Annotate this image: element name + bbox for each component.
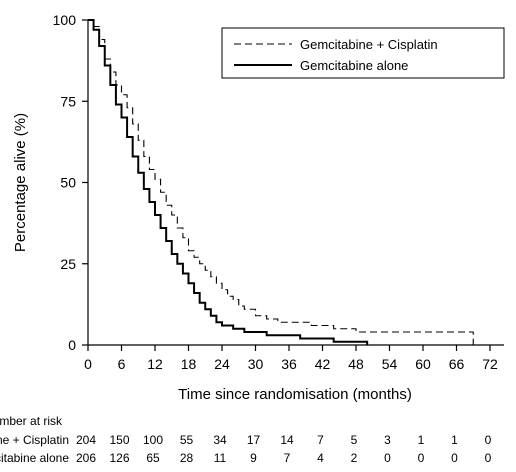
risk-value: 2 <box>351 451 358 465</box>
y-tick-label: 75 <box>60 93 76 109</box>
x-tick-label: 54 <box>382 356 398 372</box>
risk-value: 1 <box>418 433 425 447</box>
risk-row-label: Gemcitabine + Cisplatin <box>0 433 69 447</box>
x-tick-label: 42 <box>315 356 331 372</box>
y-axis-title: Percentage alive (%) <box>12 113 29 252</box>
risk-value: 28 <box>180 451 194 465</box>
risk-value: 206 <box>76 451 96 465</box>
risk-value: 7 <box>284 451 291 465</box>
risk-value: 14 <box>280 433 294 447</box>
risk-value: 3 <box>384 433 391 447</box>
risk-value: 55 <box>180 433 194 447</box>
series-line-gemcitabine-cisplatin <box>88 19 474 345</box>
x-axis-title: Time since randomisation (months) <box>178 386 412 403</box>
y-tick-label: 25 <box>60 256 76 272</box>
x-tick-label: 48 <box>348 356 364 372</box>
legend-box <box>221 27 505 79</box>
x-tick-label: 18 <box>181 356 197 372</box>
x-tick-label: 66 <box>449 356 465 372</box>
risk-row-label: Gemcitabine alone <box>0 451 69 465</box>
y-tick-label: 100 <box>53 12 77 28</box>
risk-value: 0 <box>384 451 391 465</box>
risk-value: 65 <box>146 451 160 465</box>
legend-label: Gemcitabine alone <box>300 58 408 73</box>
risk-value: 34 <box>213 433 227 447</box>
risk-value: 11 <box>214 451 227 465</box>
risk-value: 9 <box>250 451 257 465</box>
risk-value: 0 <box>418 451 425 465</box>
risk-value: 150 <box>109 433 129 447</box>
risk-value: 126 <box>109 451 129 465</box>
x-tick-label: 24 <box>214 356 230 372</box>
risk-value: 0 <box>485 451 492 465</box>
risk-value: 7 <box>317 433 324 447</box>
y-tick-label: 0 <box>68 337 76 353</box>
risk-value: 4 <box>317 451 324 465</box>
risk-value: 204 <box>76 433 96 447</box>
x-tick-label: 36 <box>281 356 297 372</box>
risk-value: 5 <box>351 433 358 447</box>
x-tick-label: 6 <box>118 356 126 372</box>
series-line-gemcitabine-alone <box>88 19 369 345</box>
x-tick-label: 72 <box>482 356 498 372</box>
risk-value: 1 <box>451 433 458 447</box>
x-tick-label: 12 <box>147 356 163 372</box>
risk-table-title: Number at risk <box>0 414 63 428</box>
x-tick-label: 0 <box>84 356 92 372</box>
risk-value: 17 <box>247 433 261 447</box>
risk-value: 100 <box>143 433 163 447</box>
risk-value: 0 <box>451 451 458 465</box>
risk-value: 0 <box>485 433 492 447</box>
y-tick-label: 50 <box>60 175 76 191</box>
legend-label: Gemcitabine + Cisplatin <box>300 37 438 52</box>
x-tick-label: 60 <box>415 356 431 372</box>
x-tick-label: 30 <box>248 356 264 372</box>
